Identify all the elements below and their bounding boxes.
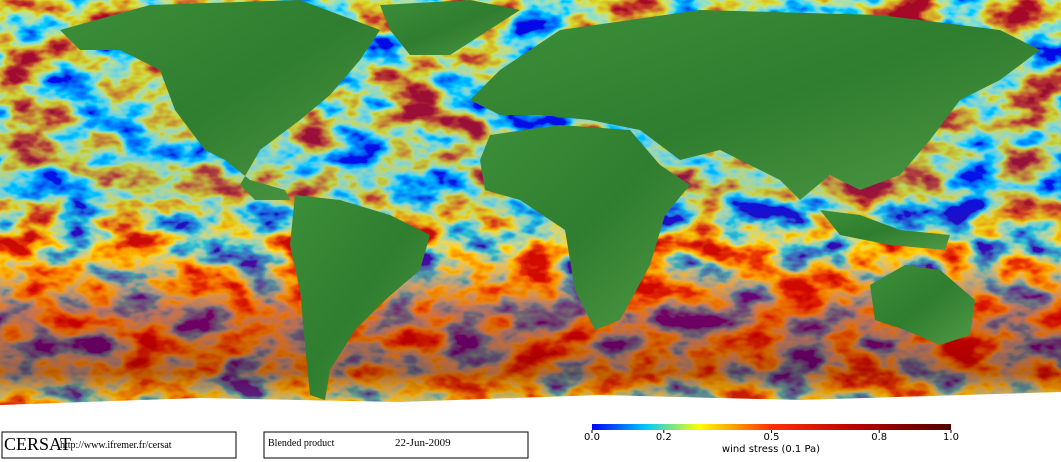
colorbar-tick-label: 0.5 bbox=[764, 432, 780, 443]
north-america bbox=[60, 0, 380, 200]
brand-box bbox=[1, 431, 237, 459]
colorbar-tick-label: 1.0 bbox=[943, 432, 959, 443]
continents bbox=[60, 0, 1040, 400]
australia bbox=[870, 265, 975, 345]
south-america bbox=[290, 195, 430, 400]
url: http://www.ifremer.fr/cersat bbox=[60, 440, 172, 451]
colorbar-tick-label: 0.8 bbox=[871, 432, 887, 443]
africa bbox=[480, 125, 690, 330]
colorbar-tick-label: 0.0 bbox=[584, 432, 600, 443]
brand: CERSAT bbox=[4, 434, 71, 454]
product: Blended product bbox=[268, 438, 335, 449]
greenland bbox=[380, 0, 520, 55]
colorbar-tick-label: 0.2 bbox=[656, 432, 672, 443]
product-box bbox=[263, 431, 529, 459]
date: 22-Jun-2009 bbox=[395, 437, 451, 449]
indonesia bbox=[820, 210, 950, 250]
eurasia bbox=[470, 10, 1040, 200]
colorbar-label: wind stress (0.1 Pa) bbox=[722, 444, 820, 455]
antarctica bbox=[0, 392, 1061, 430]
colorbar bbox=[592, 424, 951, 430]
